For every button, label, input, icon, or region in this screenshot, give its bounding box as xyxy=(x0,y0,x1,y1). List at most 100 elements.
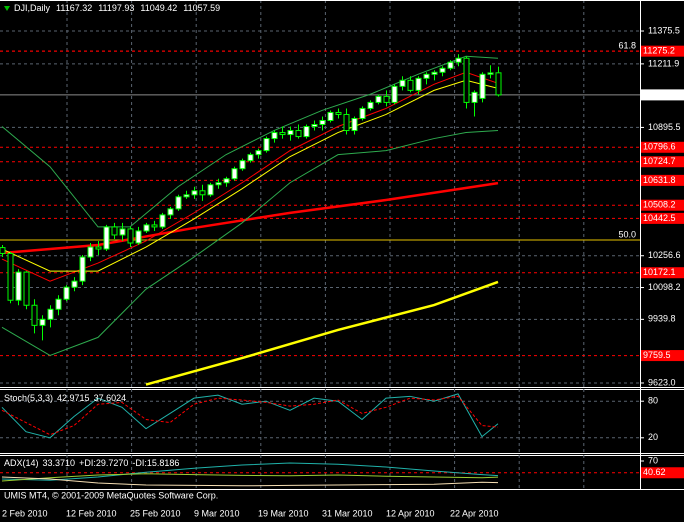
legend-value: 15.8186 xyxy=(147,458,180,468)
indicator-line xyxy=(1,476,499,487)
x-tick-label: 9 Mar 2010 xyxy=(194,508,240,518)
y-tick-label: 11375.5 xyxy=(648,25,680,35)
level-box xyxy=(641,267,684,279)
ohlc-value: 11167.32 xyxy=(56,3,92,13)
candle-body xyxy=(455,57,462,63)
x-tick-label: 12 Feb 2010 xyxy=(66,508,117,518)
level-box xyxy=(641,45,684,57)
candle-body xyxy=(439,67,446,73)
y-tick-label: 70 xyxy=(648,455,658,465)
x-tick-label: 12 Apr 2010 xyxy=(386,508,435,518)
level-box xyxy=(641,174,684,186)
candle-body xyxy=(319,119,326,126)
adx-panel xyxy=(0,455,640,489)
candle-body xyxy=(335,111,342,115)
indicator-label: Stoch(5,3,3) 42.9715 37.6024 xyxy=(4,393,126,403)
level-label: 10172.1 xyxy=(643,267,676,277)
candle-body xyxy=(143,224,150,232)
ohlc-value: 11197.93 xyxy=(98,3,134,13)
x-tick-label: 22 Apr 2010 xyxy=(450,508,499,518)
indicator-line xyxy=(1,181,499,255)
indicator-line xyxy=(1,71,499,282)
candle-body xyxy=(383,95,390,103)
level-label: 10631.8 xyxy=(643,175,676,185)
candle-body xyxy=(391,85,398,103)
candle-body xyxy=(295,130,302,138)
candle-body xyxy=(79,256,86,282)
candle-body xyxy=(215,182,222,186)
stoch-panel xyxy=(0,389,640,453)
level-box xyxy=(641,467,684,479)
x-tick-label: 25 Feb 2010 xyxy=(130,508,181,518)
candle-body xyxy=(103,226,110,250)
candle-body xyxy=(47,308,54,320)
candle-body xyxy=(471,91,478,103)
candle-body xyxy=(87,246,94,258)
indicator-line xyxy=(1,473,499,482)
legend-value: 42.9715 xyxy=(57,393,90,403)
y-tick-label: 10256.6 xyxy=(648,250,681,260)
indicator-line xyxy=(1,55,499,228)
symbol-icon xyxy=(4,6,10,11)
level-box xyxy=(641,350,684,362)
candle-body xyxy=(263,138,270,152)
y-tick-label: 80 xyxy=(648,396,658,406)
candle-body xyxy=(247,154,254,162)
level-box xyxy=(641,199,684,211)
candle-body xyxy=(303,126,310,138)
candle-body xyxy=(495,72,502,96)
legend-value: 29.7270 xyxy=(96,458,129,468)
level-box xyxy=(641,141,684,153)
candle-body xyxy=(55,298,62,310)
level-label: 10724.7 xyxy=(643,156,676,166)
candle-body xyxy=(487,72,494,75)
bid-box xyxy=(641,89,684,101)
indicator-line xyxy=(1,79,499,272)
candle-body xyxy=(407,79,414,91)
candle-body xyxy=(343,113,350,132)
y-tick-label: 11211.9 xyxy=(648,58,679,68)
candle-body xyxy=(479,73,486,99)
chart-title: DJI,Daily 11167.32 11197.93 11049.42 11057.5… xyxy=(14,3,220,13)
candle-body xyxy=(7,252,14,301)
candle-body xyxy=(31,304,38,326)
indicator-name: Stoch(5,3,3) xyxy=(4,393,53,403)
candle-body xyxy=(39,318,46,326)
candle-body xyxy=(311,124,318,128)
candle-body xyxy=(95,246,102,250)
candle-body xyxy=(119,228,126,236)
level-label: 10796.6 xyxy=(643,142,676,152)
y-tick-label: 10895.5 xyxy=(648,122,681,132)
candle-body xyxy=(207,184,214,196)
candle-body xyxy=(279,132,286,136)
candle-body xyxy=(239,160,246,170)
indicator-label: ADX(14) 33.3710 +DI:29.7270 -DI:15.8186 xyxy=(4,458,179,468)
candle-body xyxy=(271,132,278,140)
symbol: DJI,Daily xyxy=(14,3,51,13)
y-tick-label: 9939.8 xyxy=(648,314,676,324)
x-tick-label: 31 Mar 2010 xyxy=(322,508,373,518)
x-tick-label: 19 Mar 2010 xyxy=(258,508,309,518)
level-box xyxy=(641,156,684,168)
x-tick-label: 2 Feb 2010 xyxy=(2,508,48,518)
y-tick-label: 20 xyxy=(648,432,658,442)
frame xyxy=(0,0,684,490)
candle-body xyxy=(127,228,134,244)
candle-body xyxy=(151,224,158,228)
level-label: 9759.5 xyxy=(643,350,671,360)
bid-label: 11057.5 xyxy=(643,89,675,99)
candle-body xyxy=(287,130,294,136)
indicator-line xyxy=(1,395,499,436)
axes: 11375.5 11211.9 10895.5 10256.6 10098.2 9939.… xyxy=(2,25,684,518)
fib-label: 61.8 xyxy=(618,41,636,51)
candle-body xyxy=(183,194,190,198)
indicator-line xyxy=(1,130,499,357)
candle-body xyxy=(223,178,230,184)
candle-body xyxy=(367,101,374,109)
level-box xyxy=(641,212,684,224)
candle-body xyxy=(135,230,142,244)
fib-label: 50.0 xyxy=(618,229,636,239)
legend-value: 37.6024 xyxy=(94,393,127,403)
candle-body xyxy=(63,286,70,300)
